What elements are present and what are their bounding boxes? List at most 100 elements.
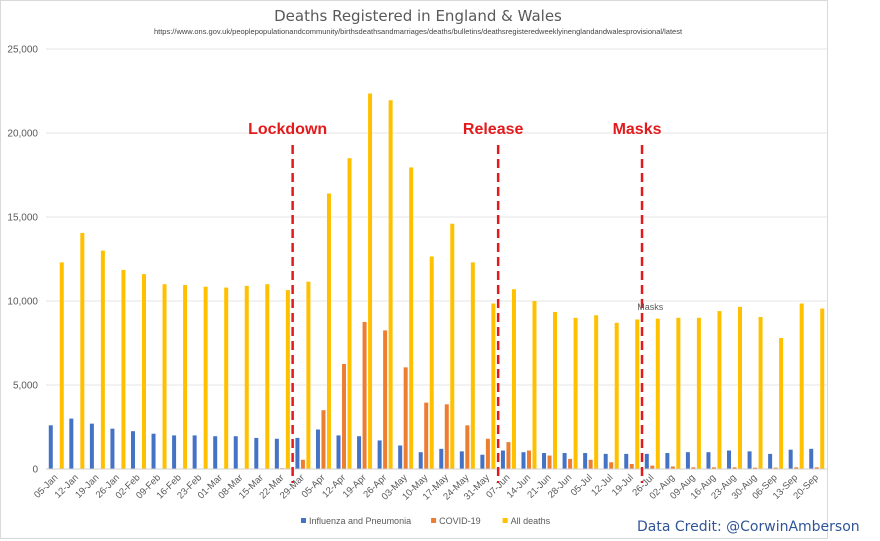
bar-all-deaths — [676, 317, 681, 469]
bar-all-deaths — [347, 158, 352, 469]
bar-covid-19 — [300, 459, 305, 469]
annotation-label: Lockdown — [248, 121, 327, 138]
bar-influenza-and-pneumonia — [377, 440, 382, 469]
callout-label: Masks — [637, 302, 664, 312]
y-tick-label: 10,000 — [7, 297, 38, 308]
bar-influenza-and-pneumonia — [315, 429, 320, 469]
bar-all-deaths — [388, 100, 393, 470]
annotations: Lockdown Release Masks Masks — [248, 121, 664, 483]
bar-influenza-and-pneumonia — [644, 453, 649, 469]
bar-influenza-and-pneumonia — [624, 453, 629, 469]
bar-covid-19 — [465, 425, 470, 469]
legend-label: COVID-19 — [439, 516, 481, 526]
bar-influenza-and-pneumonia — [274, 438, 279, 469]
bar-influenza-and-pneumonia — [788, 449, 793, 469]
bar-influenza-and-pneumonia — [357, 436, 362, 469]
bar-influenza-and-pneumonia — [336, 435, 341, 469]
bar-covid-19 — [794, 467, 799, 469]
bar-influenza-and-pneumonia — [685, 452, 690, 469]
bar-all-deaths — [306, 281, 311, 469]
annotation-label: Masks — [613, 121, 662, 138]
bar-covid-19 — [588, 459, 593, 469]
legend-label: Influenza and Pneumonia — [309, 516, 411, 526]
bar-all-deaths — [779, 337, 784, 469]
bar-covid-19 — [506, 442, 511, 469]
bar-influenza-and-pneumonia — [542, 453, 547, 469]
bar-all-deaths — [594, 315, 599, 469]
bar-covid-19 — [321, 410, 326, 469]
bar-influenza-and-pneumonia — [130, 431, 135, 469]
bar-covid-19 — [814, 467, 819, 469]
bar-all-deaths — [655, 318, 660, 469]
bar-influenza-and-pneumonia — [295, 437, 300, 469]
bar-all-deaths — [141, 274, 146, 469]
bar-covid-19 — [732, 467, 737, 469]
bar-all-deaths — [224, 287, 229, 469]
bar-influenza-and-pneumonia — [110, 428, 115, 469]
legend: Influenza and Pneumonia COVID-19 All death… — [301, 516, 551, 526]
bar-all-deaths — [738, 306, 743, 469]
bar-influenza-and-pneumonia — [439, 448, 444, 469]
chart-frame — [0, 0, 828, 539]
bar-covid-19 — [444, 404, 449, 469]
bar-covid-19 — [547, 455, 552, 469]
annotation-label: Release — [463, 121, 524, 138]
bar-influenza-and-pneumonia — [768, 453, 773, 469]
chart-title: Deaths Registered in England & Wales — [274, 7, 562, 25]
bar-covid-19 — [424, 402, 429, 469]
bar-influenza-and-pneumonia — [706, 452, 711, 469]
bar-all-deaths — [285, 290, 290, 469]
bar-all-deaths — [244, 285, 249, 469]
y-axis: 0 5,000 10,000 15,000 20,000 25,000 — [7, 45, 38, 476]
bar-influenza-and-pneumonia — [603, 453, 608, 469]
bar-influenza-and-pneumonia — [69, 418, 74, 469]
bar-all-deaths — [59, 262, 64, 469]
bar-covid-19 — [485, 438, 490, 469]
bar-covid-19 — [342, 364, 347, 469]
bar-influenza-and-pneumonia — [233, 436, 238, 469]
bar-influenza-and-pneumonia — [500, 450, 505, 469]
bar-influenza-and-pneumonia — [562, 453, 567, 469]
bar-influenza-and-pneumonia — [809, 448, 814, 469]
chart-subtitle: https://www.ons.gov.uk/peoplepopulationa… — [154, 27, 683, 36]
bar-all-deaths — [450, 223, 455, 469]
bar-all-deaths — [80, 232, 85, 469]
legend-swatch — [301, 518, 306, 523]
y-tick-label: 25,000 — [7, 45, 38, 56]
data-credit: Data Credit: @CorwinAmberson — [637, 519, 860, 535]
bar-covid-19 — [403, 367, 408, 469]
bar-covid-19 — [526, 450, 531, 469]
legend-label: All deaths — [511, 516, 551, 526]
bar-influenza-and-pneumonia — [747, 451, 752, 469]
bar-influenza-and-pneumonia — [727, 450, 732, 469]
bar-covid-19 — [650, 465, 655, 469]
bar-influenza-and-pneumonia — [459, 451, 464, 469]
bar-covid-19 — [383, 330, 388, 469]
bar-all-deaths — [409, 167, 414, 469]
bar-all-deaths — [265, 284, 270, 469]
bar-all-deaths — [820, 308, 825, 469]
bar-influenza-and-pneumonia — [172, 435, 177, 469]
bar-influenza-and-pneumonia — [89, 423, 94, 469]
bar-all-deaths — [717, 311, 722, 469]
bar-influenza-and-pneumonia — [213, 436, 218, 469]
legend-swatch — [431, 518, 437, 523]
bar-influenza-and-pneumonia — [151, 433, 156, 469]
bar-covid-19 — [609, 462, 614, 469]
bar-influenza-and-pneumonia — [480, 454, 485, 469]
bar-all-deaths — [635, 319, 640, 469]
bar-influenza-and-pneumonia — [192, 435, 197, 469]
y-tick-label: 20,000 — [7, 129, 38, 140]
bar-all-deaths — [100, 250, 105, 469]
bar-influenza-and-pneumonia — [254, 437, 259, 469]
bar-all-deaths — [326, 193, 331, 470]
bar-covid-19 — [362, 322, 367, 469]
bar-influenza-and-pneumonia — [665, 453, 670, 469]
bar-influenza-and-pneumonia — [583, 453, 588, 469]
bar-all-deaths — [511, 289, 516, 469]
bar-influenza-and-pneumonia — [398, 445, 403, 469]
bar-all-deaths — [799, 303, 804, 469]
bar-covid-19 — [711, 467, 716, 469]
bars — [48, 93, 825, 470]
